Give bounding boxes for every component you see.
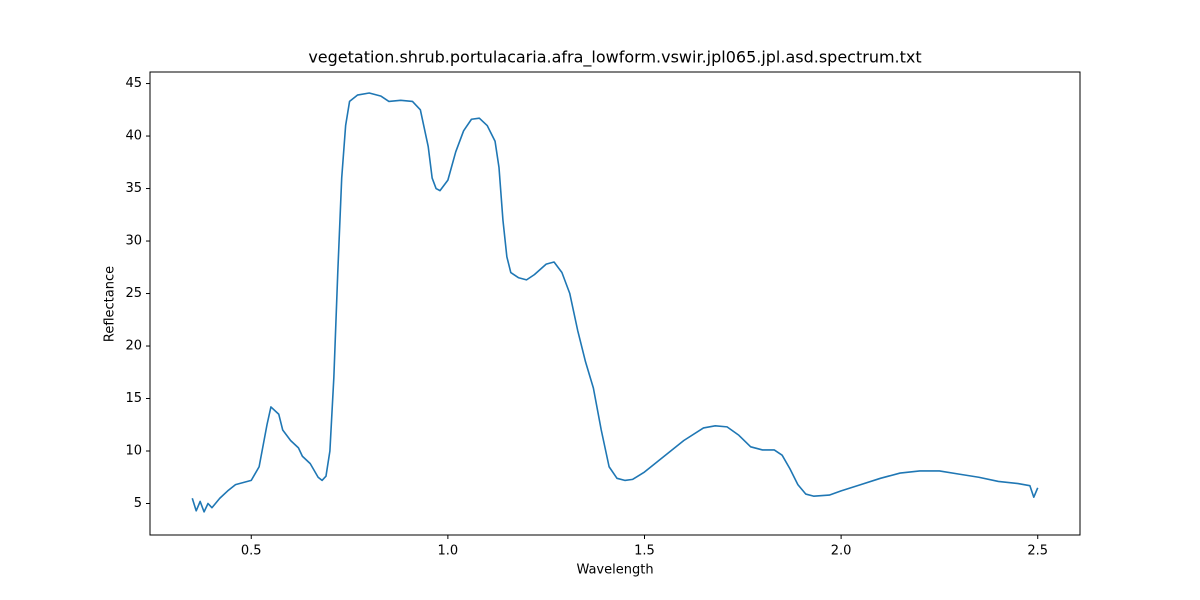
x-tick-label: 2.5	[1027, 544, 1048, 559]
x-tick-label: 1.0	[438, 544, 459, 559]
x-tick-label: 0.5	[241, 544, 262, 559]
x-tick-label: 1.5	[634, 544, 655, 559]
line-series	[191, 92, 1039, 513]
y-axis-label: Reflectance	[103, 266, 118, 342]
y-tick-label: 10	[125, 444, 142, 459]
x-tick-label: 2.0	[831, 544, 852, 559]
y-tick-label: 15	[125, 391, 142, 406]
chart-title: vegetation.shrub.portulacaria.afra_lowfo…	[308, 48, 921, 68]
y-tick-label: 20	[125, 339, 142, 354]
y-tick-label: 30	[125, 234, 142, 249]
y-tick-label: 35	[125, 181, 142, 196]
plot-frame	[149, 71, 1081, 536]
y-tick-label: 40	[125, 129, 142, 144]
y-tick-label: 45	[125, 76, 142, 91]
x-axis-label: Wavelength	[576, 563, 653, 578]
y-tick-label: 25	[125, 286, 142, 301]
y-tick-label: 5	[134, 496, 142, 511]
